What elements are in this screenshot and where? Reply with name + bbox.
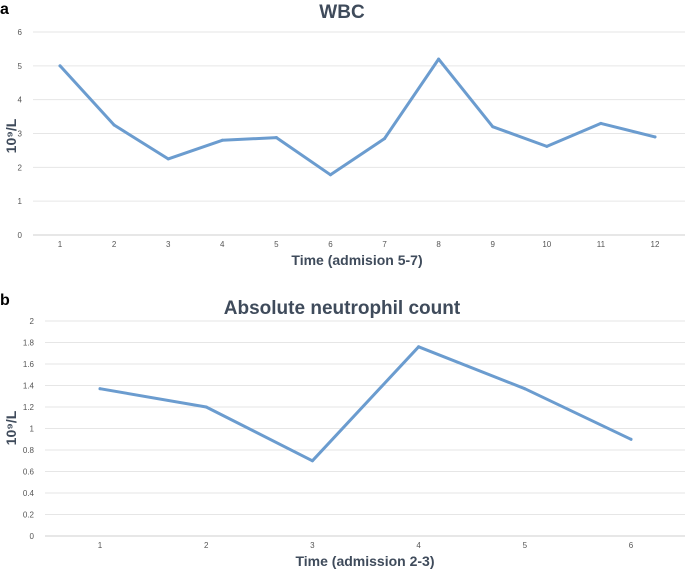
- series-line-b: [98, 345, 633, 463]
- x-tick-label-b-1: 2: [204, 541, 209, 550]
- y-tick-label-b-4: 0.8: [23, 446, 35, 455]
- data-point-a-5: [328, 173, 332, 177]
- y-tick-labels-a: 0 1 2 3 4 5 6: [18, 28, 23, 240]
- x-tick-label-a-11: 12: [651, 240, 660, 249]
- panel-letter-a: a: [0, 1, 9, 18]
- x-tick-label-a-2: 3: [166, 240, 171, 249]
- x-tick-label-a-9: 10: [542, 240, 551, 249]
- x-tick-label-b-2: 3: [310, 541, 315, 550]
- x-tick-label-b-5: 6: [629, 541, 634, 550]
- y-tick-label-b-6: 1.2: [23, 403, 35, 412]
- data-point-a-6: [383, 137, 387, 141]
- y-tick-label-a-0: 0: [18, 231, 23, 240]
- data-point-a-2: [166, 157, 170, 161]
- series-line-a: [58, 57, 657, 177]
- data-point-b-1: [204, 405, 208, 409]
- data-point-b-0: [98, 387, 102, 391]
- y-tick-label-a-6: 6: [18, 28, 23, 37]
- y-axis-title-a: 10⁹/L: [3, 118, 19, 153]
- y-tick-label-a-1: 1: [18, 197, 23, 206]
- data-point-a-0: [58, 64, 62, 68]
- panel-letter-b: b: [0, 292, 10, 309]
- gridlines-a: [33, 31, 685, 236]
- y-tick-label-b-1: 0.2: [23, 511, 35, 520]
- gridlines-b: [45, 320, 685, 537]
- x-tick-label-a-3: 4: [220, 240, 225, 249]
- x-tick-label-a-8: 9: [491, 240, 496, 249]
- data-point-a-1: [112, 123, 116, 127]
- data-point-b-3: [417, 345, 421, 349]
- data-point-b-5: [629, 437, 633, 441]
- y-tick-label-b-7: 1.4: [23, 382, 35, 391]
- data-points-b: [98, 345, 633, 463]
- x-tick-label-b-3: 4: [416, 541, 421, 550]
- x-tick-labels-b: 1 2 3 4 5 6: [98, 541, 634, 550]
- x-tick-label-a-7: 8: [436, 240, 441, 249]
- y-tick-label-a-3: 3: [18, 130, 23, 139]
- data-point-b-2: [310, 459, 314, 463]
- data-point-a-11: [653, 135, 657, 139]
- x-tick-label-a-10: 11: [597, 240, 606, 249]
- y-axis-title-b: 10⁹/L: [3, 410, 19, 445]
- y-tick-labels-b: 0 0.2 0.4 0.6 0.8 1 1.2 1.4 1.6 1.8 2: [23, 317, 35, 541]
- y-tick-label-b-5: 1: [30, 425, 35, 434]
- x-axis-title-b: Time (admission 2-3): [295, 553, 434, 569]
- x-tick-label-a-5: 6: [328, 240, 333, 249]
- data-point-a-9: [545, 144, 549, 148]
- y-tick-label-a-2: 2: [18, 163, 23, 172]
- y-tick-label-b-9: 1.8: [23, 339, 35, 348]
- chart-title-a: WBC: [319, 2, 365, 23]
- chart-panel-a: a WBC 10⁹/L Time (admision 5-7) 0123456 …: [0, 1, 685, 268]
- data-point-a-7: [437, 57, 441, 61]
- y-tick-label-a-4: 4: [18, 96, 23, 105]
- y-tick-label-b-8: 1.6: [23, 360, 35, 369]
- x-tick-labels-a: 1 2 3 4 5 6 7 8 9 10 11 12: [58, 240, 660, 249]
- y-tick-label-b-10: 2: [30, 317, 35, 326]
- x-axis-title-a: Time (admision 5-7): [291, 252, 422, 268]
- x-tick-label-b-4: 5: [523, 541, 528, 550]
- y-tick-label-a-5: 5: [18, 62, 23, 71]
- y-tick-label-b-3: 0.6: [23, 468, 35, 477]
- data-point-a-3: [220, 138, 224, 142]
- x-tick-label-b-0: 1: [98, 541, 103, 550]
- data-point-a-4: [274, 136, 278, 140]
- y-tick-label-b-2: 0.4: [23, 489, 35, 498]
- data-point-a-8: [491, 125, 495, 129]
- x-tick-label-a-6: 7: [382, 240, 387, 249]
- x-tick-label-a-1: 2: [112, 240, 117, 249]
- data-point-b-4: [523, 387, 527, 391]
- data-point-a-10: [599, 121, 603, 125]
- x-tick-label-a-4: 5: [274, 240, 279, 249]
- chart-panel-b: b Absolute neutrophil count 10⁹/L Time (…: [0, 292, 685, 569]
- y-tick-label-b-0: 0: [30, 532, 35, 541]
- data-points-a: [58, 57, 657, 177]
- chart-title-b: Absolute neutrophil count: [224, 298, 461, 319]
- x-tick-label-a-0: 1: [58, 240, 63, 249]
